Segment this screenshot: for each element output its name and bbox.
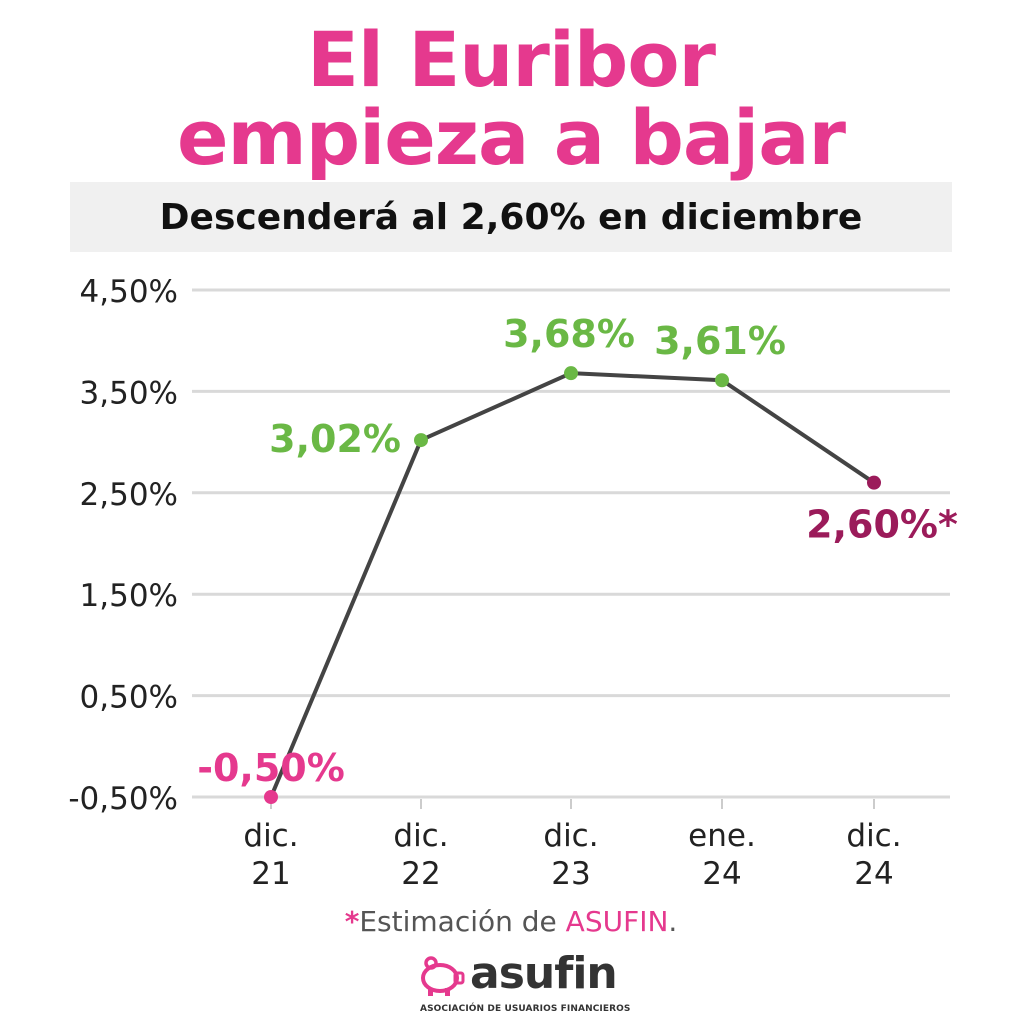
- x-tick-label: dic.: [393, 818, 448, 854]
- footnote-brand: ASUFIN: [565, 905, 669, 938]
- data-label: 3,61%: [654, 319, 786, 363]
- logo-wordmark: asufin: [470, 948, 618, 999]
- data-label: 3,02%: [269, 417, 401, 461]
- title-line-2: empieza a bajar: [177, 93, 846, 182]
- subtitle-band: Descenderá al 2,60% en diciembre: [70, 182, 952, 252]
- line-chart: -0,50%0,50%1,50%2,50%3,50%4,50%dic.21dic…: [68, 274, 958, 892]
- x-tick-label: dic.: [243, 818, 298, 854]
- asufin-logo: asufin ASOCIACIÓN DE USUARIOS FINANCIERO…: [418, 948, 631, 1020]
- x-tick-label: dic.: [543, 818, 598, 854]
- x-tick-label: 22: [401, 856, 440, 892]
- data-label: 3,68%: [503, 312, 635, 356]
- data-point: [867, 475, 881, 490]
- x-tick-label: 21: [251, 856, 290, 892]
- y-tick-label: 3,50%: [80, 375, 178, 411]
- x-tick-label: 24: [854, 856, 893, 892]
- y-tick-label: 2,50%: [80, 477, 178, 513]
- data-point: [715, 373, 729, 388]
- x-tick-label: 24: [702, 856, 741, 892]
- subtitle: Descenderá al 2,60% en diciembre: [159, 196, 863, 238]
- footnote-star: *: [344, 905, 360, 938]
- footnote: *Estimación de ASUFIN.: [0, 905, 1022, 938]
- x-tick-label: 23: [551, 856, 590, 892]
- data-label: -0,50%: [197, 746, 345, 790]
- y-tick-label: 1,50%: [80, 578, 178, 614]
- footnote-text: Estimación de: [359, 905, 566, 938]
- footnote-end: .: [668, 905, 678, 938]
- data-point: [564, 366, 578, 381]
- y-tick-label: 4,50%: [80, 274, 178, 310]
- data-label: 2,60%*: [806, 503, 958, 547]
- x-tick-label: dic.: [846, 818, 901, 854]
- title-line-1: El Euribor: [306, 15, 716, 104]
- data-point: [264, 790, 278, 804]
- y-tick-label: 0,50%: [80, 680, 178, 716]
- x-tick-label: ene.: [688, 818, 756, 854]
- piggy-bank-icon: [421, 956, 465, 996]
- y-tick-label: -0,50%: [68, 781, 178, 817]
- data-point: [414, 433, 428, 448]
- logo-subtitle: ASOCIACIÓN DE USUARIOS FINANCIEROS: [420, 1004, 631, 1014]
